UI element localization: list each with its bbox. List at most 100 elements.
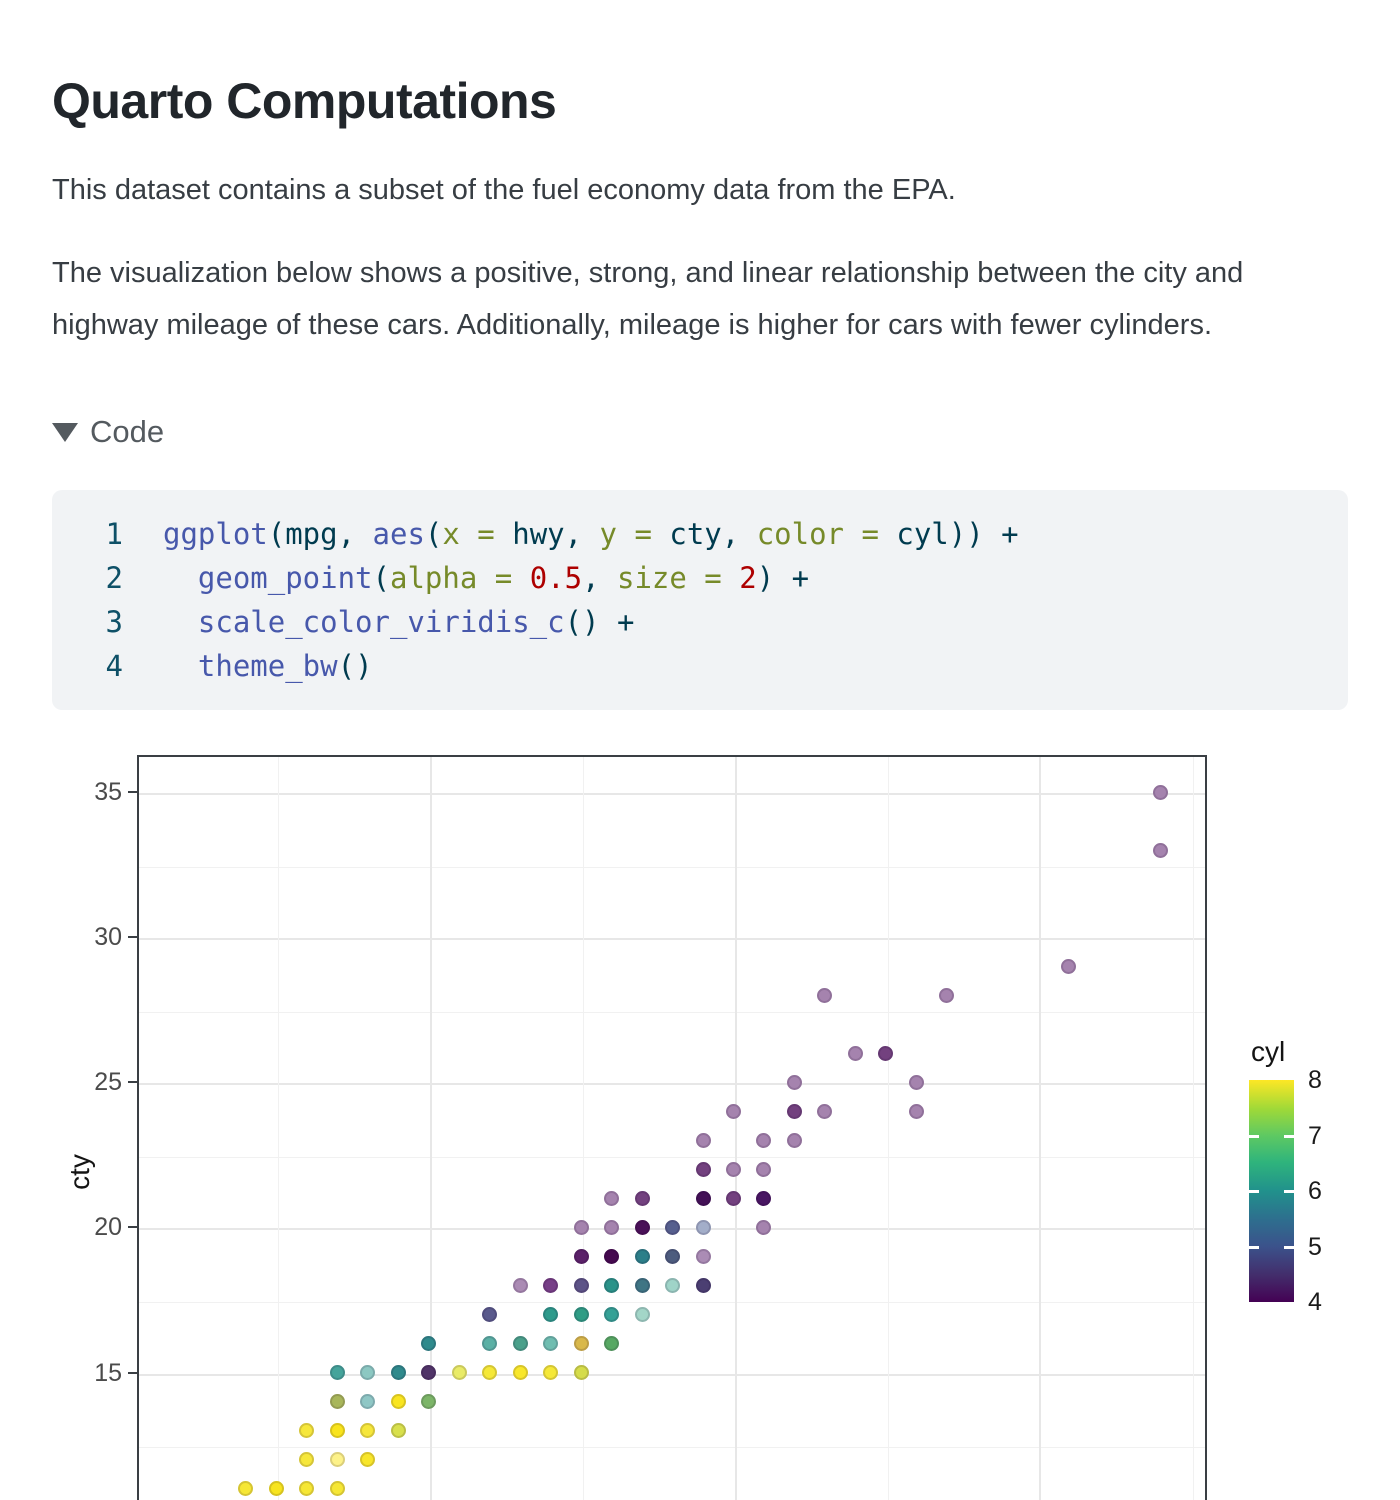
code-toggle-label: Code [90, 414, 165, 449]
data-point [604, 1219, 620, 1235]
data-point [421, 1365, 437, 1381]
data-point [573, 1219, 589, 1235]
gridline-x-minor [888, 757, 889, 1500]
legend-tick-label: 8 [1308, 1066, 1322, 1094]
gridline-x-minor [278, 757, 279, 1500]
code-line: 3 scale_color_viridis_c() + [52, 600, 1348, 644]
data-point [939, 987, 955, 1003]
gridline-y-minor [139, 867, 1205, 868]
data-point [695, 1278, 711, 1293]
data-point [756, 1219, 772, 1235]
data-point [573, 1336, 589, 1352]
data-point [360, 1452, 376, 1468]
gridline-y-major [139, 1228, 1205, 1230]
data-point [786, 1074, 802, 1090]
legend-tick-label: 4 [1308, 1288, 1322, 1316]
data-point [726, 1103, 741, 1119]
data-point [512, 1365, 528, 1381]
gridline-x-major [735, 757, 737, 1500]
data-point [634, 1278, 650, 1293]
data-point [1152, 842, 1168, 858]
data-point [604, 1336, 620, 1352]
gridline-y-minor [139, 1447, 1205, 1448]
data-point [786, 1103, 802, 1119]
legend-tick-notch [1249, 1134, 1259, 1138]
data-point [604, 1248, 620, 1264]
data-point [543, 1278, 559, 1293]
code-disclosure-toggle[interactable]: Code [52, 414, 164, 450]
gridline-y-major [139, 938, 1205, 940]
data-point [299, 1452, 315, 1468]
gridline-y-major [139, 1374, 1205, 1376]
line-number: 2 [105, 561, 123, 595]
data-point [268, 1481, 284, 1497]
data-point [665, 1248, 681, 1264]
data-point [482, 1336, 498, 1352]
y-axis-tick-label: 20 [94, 1213, 122, 1242]
data-point [329, 1423, 345, 1439]
y-axis-tick-label: 25 [94, 1068, 122, 1097]
y-axis-tick [128, 791, 137, 793]
data-point [329, 1452, 345, 1468]
y-axis-tick [128, 1081, 137, 1084]
data-point [756, 1190, 772, 1206]
y-axis-title: cty [64, 1154, 95, 1190]
data-point [604, 1307, 620, 1323]
intro-paragraph-1: This dataset contains a subset of the fu… [52, 174, 956, 206]
data-point [360, 1394, 376, 1410]
legend-tick-notch [1249, 1245, 1259, 1249]
data-point [512, 1278, 528, 1293]
y-axis-tick-label: 35 [94, 778, 122, 806]
data-point [695, 1219, 711, 1235]
data-point [756, 1161, 772, 1177]
data-point [908, 1103, 924, 1119]
data-point [1061, 958, 1077, 974]
code-block[interactable]: 1 ggplot(mpg, aes(x = hwy, y = cty, color… [52, 490, 1348, 710]
data-point [908, 1074, 924, 1090]
plot-panel [137, 755, 1207, 1500]
data-point [299, 1423, 315, 1439]
triangle-down-icon [52, 422, 78, 442]
data-point [817, 1103, 833, 1119]
data-point [573, 1278, 589, 1293]
code-line: 4 theme_bw() [52, 644, 1348, 688]
code-text: geom_point(alpha = 0.5, size = 2) + [197, 561, 810, 595]
legend-tick-notch [1284, 1134, 1294, 1138]
legend-tick-label: 6 [1308, 1177, 1322, 1205]
data-point [573, 1307, 589, 1323]
gridline-y-minor [139, 1157, 1205, 1158]
data-point [329, 1365, 345, 1381]
line-number: 4 [105, 649, 123, 683]
code-text: theme_bw() [197, 649, 373, 683]
data-point [726, 1161, 741, 1177]
data-point [451, 1365, 467, 1381]
gridline-y-major [139, 793, 1205, 795]
data-point [360, 1423, 376, 1439]
data-point [299, 1481, 315, 1497]
data-point [482, 1365, 498, 1381]
data-point [847, 1045, 863, 1061]
gridline-x-major [430, 757, 432, 1500]
legend-tick-notch [1284, 1245, 1294, 1249]
data-point [695, 1132, 711, 1148]
data-point [604, 1190, 620, 1206]
code-line: 2 geom_point(alpha = 0.5, size = 2) + [52, 556, 1348, 600]
legend-gradient-bar [1249, 1080, 1294, 1302]
data-point [421, 1336, 437, 1352]
code-text: scale_color_viridis_c() + [197, 605, 635, 639]
data-point [238, 1481, 254, 1497]
data-point [604, 1278, 620, 1293]
legend-tick-label: 5 [1308, 1232, 1322, 1261]
gridline-y-minor [139, 1012, 1205, 1013]
data-point [543, 1307, 559, 1323]
data-point [543, 1365, 559, 1381]
gridline-x-major [1039, 757, 1041, 1500]
data-point [786, 1132, 802, 1148]
data-point [756, 1132, 772, 1148]
data-point [665, 1219, 681, 1235]
page-title: Quarto Computations [52, 72, 557, 129]
gridline-x-minor [583, 757, 584, 1500]
y-axis-tick [128, 1371, 137, 1374]
data-point [390, 1423, 406, 1439]
data-point [634, 1307, 650, 1323]
